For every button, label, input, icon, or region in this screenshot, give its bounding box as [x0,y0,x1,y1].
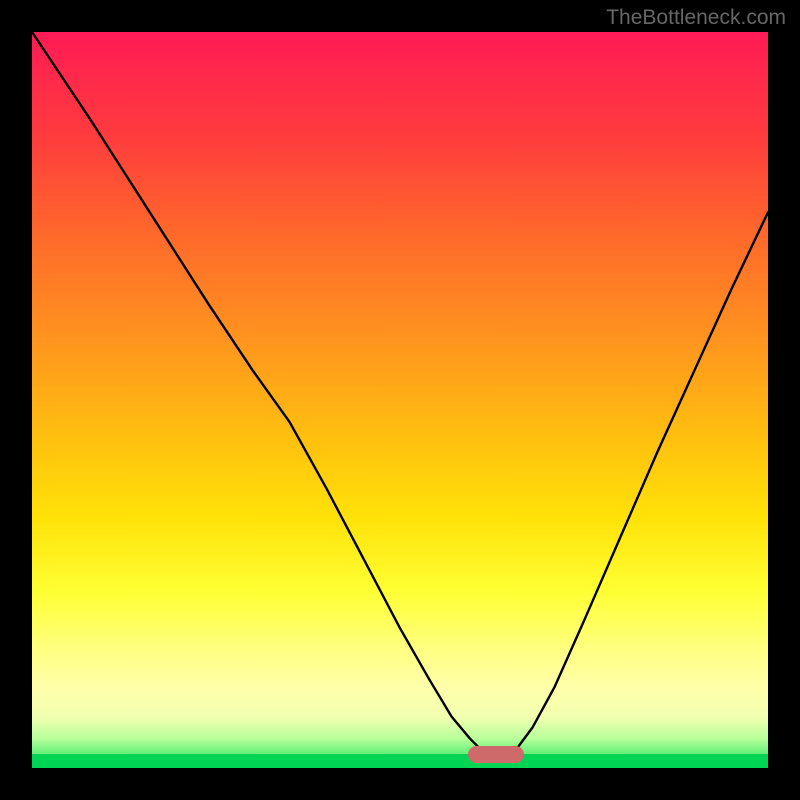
watermark-text: TheBottleneck.com [606,6,786,30]
optimal-marker-pill [468,746,524,763]
bottleneck-curve [32,32,768,768]
chart-plot-area [32,32,768,768]
